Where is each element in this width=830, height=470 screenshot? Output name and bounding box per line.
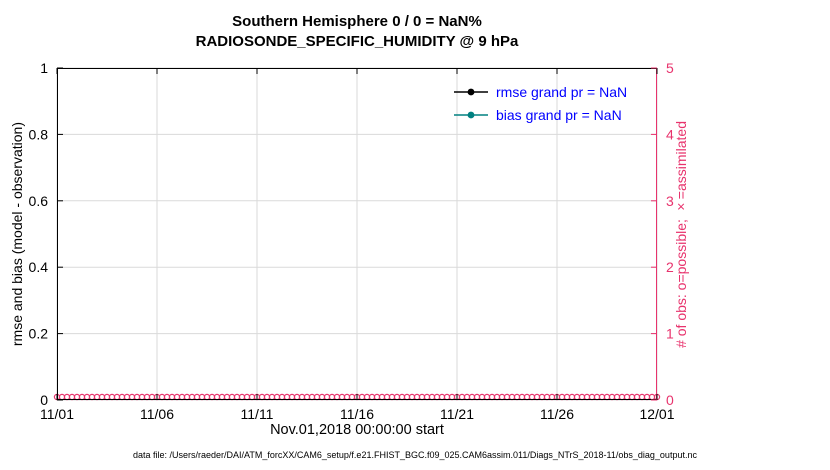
y-axis-label-right: # of obs: o=possible; ×=assimilated bbox=[673, 120, 689, 348]
x-tick-label: 11/26 bbox=[540, 406, 574, 422]
tick-marks bbox=[56, 67, 658, 401]
legend: rmse grand pr = NaN bias grand pr = NaN bbox=[453, 80, 627, 126]
y-right-tick-label: 0 bbox=[666, 392, 674, 408]
y-right-tick-label: 1 bbox=[666, 326, 674, 342]
tick-labels: 0 0.2 0.4 0.6 0.8 1 0 1 2 3 4 5 11/01 11/06 11/11 11/16… bbox=[29, 60, 675, 422]
y-left-tick-label: 0.6 bbox=[29, 193, 49, 209]
y-right-tick-label: 3 bbox=[666, 193, 674, 209]
legend-label-bias: bias grand pr = NaN bbox=[496, 106, 622, 123]
legend-label-rmse: rmse grand pr = NaN bbox=[496, 83, 628, 100]
bias-line-marker-icon bbox=[454, 111, 488, 118]
y-right-tick-label: 4 bbox=[666, 126, 674, 142]
chart-title-line1: Southern Hemisphere 0 / 0 = NaN% bbox=[232, 13, 482, 30]
x-tick-label: 11/01 bbox=[40, 406, 74, 422]
x-tick-label: 11/11 bbox=[241, 406, 274, 422]
y-left-tick-label: 0.2 bbox=[29, 326, 49, 342]
y-right-tick-label: 2 bbox=[666, 259, 674, 275]
rmse-line-marker-icon bbox=[454, 88, 488, 95]
y-left-tick-label: 0.8 bbox=[29, 126, 49, 142]
y-left-tick-label: 1 bbox=[40, 60, 48, 76]
x-tick-label: 11/21 bbox=[440, 406, 474, 422]
y-left-tick-label: 0 bbox=[40, 392, 48, 408]
legend-entry-bias: bias grand pr = NaN bbox=[453, 103, 627, 126]
y-right-tick-label: 5 bbox=[666, 60, 674, 76]
x-axis-label: Nov.01,2018 00:00:00 start bbox=[270, 422, 444, 438]
y-left-tick-label: 0.4 bbox=[29, 259, 49, 275]
legend-entry-rmse: rmse grand pr = NaN bbox=[453, 80, 627, 103]
x-tick-label: 11/16 bbox=[340, 406, 374, 422]
chart-title-line2: RADIOSONDE_SPECIFIC_HUMIDITY @ 9 hPa bbox=[195, 33, 519, 50]
y-axis-label-left: rmse and bias (model - observation) bbox=[9, 121, 25, 347]
plot-area: 0 0.2 0.4 0.6 0.8 1 0 1 2 3 4 5 11/01 11/06 11/11 11/16… bbox=[29, 60, 675, 422]
data-file-caption: data file: /Users/raeder/DAI/ATM_forcXX/… bbox=[133, 450, 697, 460]
x-tick-label: 12/01 bbox=[639, 406, 674, 422]
x-tick-label: 11/06 bbox=[140, 406, 174, 422]
